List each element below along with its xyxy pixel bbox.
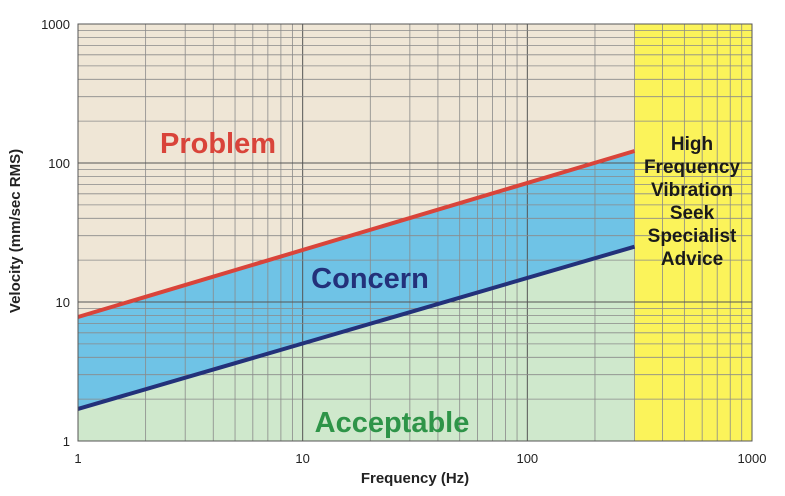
high-frequency-label: High Frequency Vibration Seek Specialist… <box>644 134 741 270</box>
hf-line-3: Vibration <box>651 180 733 201</box>
boundary-lines <box>77 149 636 411</box>
x-tick-label: 1000 <box>738 451 767 466</box>
y-tick-label: 1000 <box>41 17 70 32</box>
zone-label-acceptable: Acceptable <box>315 407 470 439</box>
y-tick-label: 1 <box>63 434 70 449</box>
x-axis-title: Frequency (Hz) <box>361 470 469 487</box>
hf-line-6: Advice <box>661 249 723 270</box>
hf-line-2: Frequency <box>644 157 741 178</box>
zone-high-frequency-fill <box>634 24 752 441</box>
hf-line-1: High <box>671 134 713 155</box>
x-tick-label: 100 <box>516 451 538 466</box>
x-tick-label: 1 <box>74 451 81 466</box>
hf-line-4: Seek <box>670 203 715 224</box>
zone-concern-fill <box>78 150 635 409</box>
zone-label-concern: Concern <box>311 263 429 295</box>
problem-boundary-line <box>77 149 636 319</box>
y-axis-ticks: 1 10 100 1000 <box>41 17 70 449</box>
y-tick-label: 100 <box>48 156 70 171</box>
plot-area-frame <box>77 23 753 442</box>
grid-lines <box>77 24 752 442</box>
y-axis-title: Velocity (mm/sec RMS) <box>7 149 24 313</box>
y-tick-label: 10 <box>56 295 70 310</box>
zone-label-problem: Problem <box>160 128 276 160</box>
concern-boundary-line <box>77 244 636 411</box>
x-tick-label: 10 <box>295 451 309 466</box>
x-axis-ticks: 1 10 100 1000 <box>74 451 766 466</box>
hf-line-5: Specialist <box>648 226 737 247</box>
